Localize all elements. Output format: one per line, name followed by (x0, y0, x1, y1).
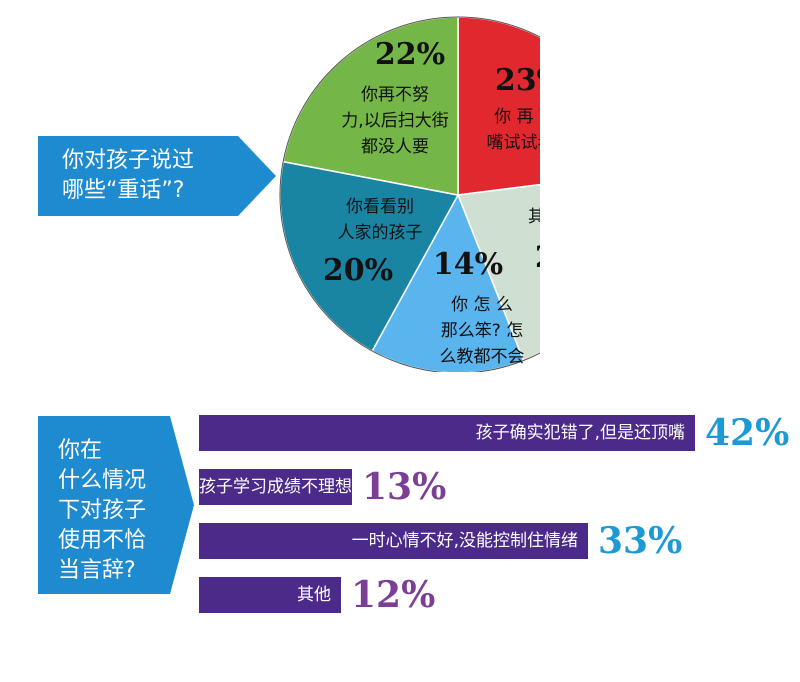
bar-0: 孩子确实犯错了,但是还顶嘴 (199, 415, 695, 451)
pie-question-line: 你对孩子说过 (62, 148, 195, 173)
pie-question-line: 哪些“重话”? (62, 178, 185, 203)
pie-slice-label-2: 你 怎 么 (451, 295, 513, 315)
bar-value-label-1: 13% (362, 466, 447, 508)
pie-slice-label-1: 其他 (528, 207, 540, 227)
bar-value-label-3: 12% (351, 574, 436, 616)
pie-slice-0 (457, 16, 540, 196)
pie-slice-value-label-3: 20% (323, 253, 393, 288)
bar-2: 一时心情不好,没能控制住情绪 (199, 523, 588, 559)
pie-slice-label-4: 都没人要 (361, 137, 429, 157)
bar-value-label-0: 42% (705, 412, 790, 454)
pie-slice-label-0: 嘴试试看? (486, 133, 540, 153)
bar-1: 孩子学习成绩不理想 (199, 469, 352, 505)
pie-slice-label-0: 你 再 顶 (494, 107, 540, 127)
bar-value-label-2: 33% (598, 520, 683, 562)
bar-question-line: 什么情况 (58, 468, 147, 493)
pie-outline (279, 16, 540, 372)
pie-slice-value-label-1: 21% (535, 240, 540, 275)
pie-slice-value-label-2: 14% (433, 247, 503, 282)
pie-slice-label-3: 人家的孩子 (338, 223, 423, 243)
pie-slice-value-label-0: 23% (495, 63, 540, 98)
bar-question-line: 当言辞? (58, 558, 136, 583)
callout-arrow-shape (38, 136, 276, 216)
bar-question-line: 你在 (58, 438, 103, 463)
pie-slice-label-4: 力,以后扫大街 (341, 111, 448, 131)
bar-question-text: 你在 什么情况 下对孩子 使用不恰 当言辞? (58, 436, 178, 586)
bar-question-callout: 你在 什么情况 下对孩子 使用不恰 当言辞? (38, 416, 198, 594)
bar-3: 其他 (199, 577, 341, 613)
pie-question-text: 你对孩子说过 哪些“重话”? (62, 146, 262, 206)
pie-slice-label-2: 么教都不会 (440, 347, 525, 367)
pie-slice-value-label-4: 22% (375, 37, 445, 72)
pie-slice-label-2: 那么笨? 怎 (441, 321, 523, 341)
pie-slice-1 (456, 183, 540, 362)
pie-slice-label-4: 你再不努 (361, 85, 429, 105)
callout-arrow-shape (38, 416, 194, 594)
pie-slice-label-3: 你看看别 (346, 197, 414, 217)
pie-question-callout: 你对孩子说过 哪些“重话”? (38, 136, 278, 216)
bar-question-line: 下对孩子 (58, 498, 147, 523)
bar-question-line: 使用不恰 (58, 528, 147, 553)
